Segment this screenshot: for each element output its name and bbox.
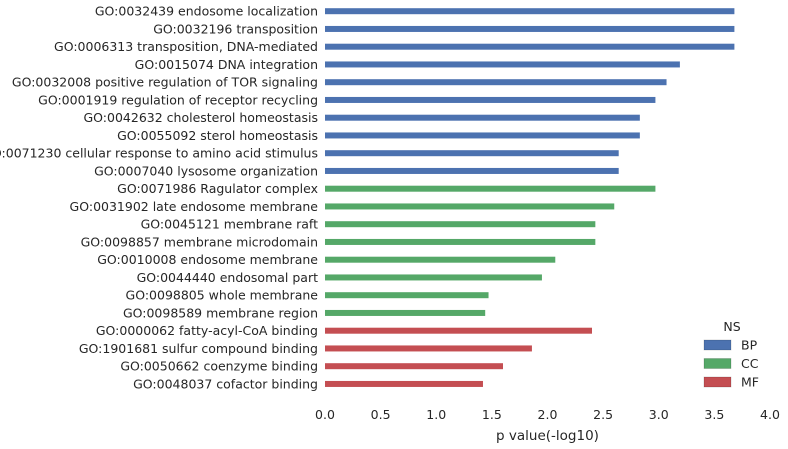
x-tick-label: 2.5 — [593, 407, 613, 422]
x-tick-label: 1.0 — [426, 407, 446, 422]
x-tick-label: 2.0 — [538, 407, 558, 422]
category-label: GO:0055092 sterol homeostasis — [117, 128, 318, 143]
bar-9 — [325, 167, 619, 174]
legend-label-bp: BP — [741, 338, 758, 353]
bar-11 — [325, 203, 615, 210]
bar-1 — [325, 25, 735, 32]
category-label: GO:0042632 cholesterol homeostasis — [84, 110, 319, 125]
x-axis-title: p value(-log10) — [496, 428, 599, 444]
legend-swatch-mf — [703, 376, 732, 388]
x-tick-label: 3.0 — [649, 407, 669, 422]
category-label: GO:0031902 late endosome membrane — [70, 199, 319, 214]
x-tick-label: 1.5 — [482, 407, 502, 422]
category-label: GO:0098857 membrane microdomain — [81, 234, 318, 249]
x-tick-label: 3.5 — [704, 407, 724, 422]
bar-17 — [325, 309, 486, 316]
category-label: GO:0045121 membrane raft — [141, 217, 319, 232]
category-label: GO:1901681 sulfur compound binding — [79, 341, 318, 356]
bar-15 — [325, 274, 542, 281]
bar-6 — [325, 114, 640, 121]
category-label: GO:0000062 fatty-acyl-CoA binding — [96, 323, 318, 338]
legend-swatch-cc — [703, 358, 732, 369]
legend-label-cc: CC — [741, 356, 759, 371]
legend-label-mf: MF — [741, 375, 759, 390]
x-axis-ticks: 0.0 0.5 1.0 1.5 2.0 2.5 3.0 3.5 4.0 — [315, 407, 780, 422]
bar-12 — [325, 221, 596, 228]
category-label: GO:0015074 DNA integration — [135, 57, 318, 72]
category-label: GO:0098805 whole membrane — [126, 288, 319, 303]
category-label: GO:0071986 Ragulator complex — [117, 181, 318, 196]
bar-0 — [325, 8, 735, 15]
category-label: GO:0032439 endosome localization — [95, 4, 318, 19]
category-label: GO:0010008 endosome membrane — [97, 252, 318, 267]
category-labels: GO:0032439 endosome localization GO:00321… — [0, 4, 318, 392]
x-tick-label: 4.0 — [760, 407, 780, 422]
x-tick-label: 0.5 — [371, 407, 391, 422]
bar-13 — [325, 238, 596, 245]
bar-3 — [325, 61, 680, 68]
bar-5 — [325, 96, 656, 103]
category-label: GO:0032196 transposition — [153, 21, 318, 36]
bar-8 — [325, 150, 619, 157]
bar-20 — [325, 363, 503, 370]
bar-19 — [325, 345, 532, 352]
bar-7 — [325, 132, 640, 139]
category-label: GO:0071230 cellular response to amino ac… — [0, 146, 318, 161]
legend-entries: BP CC MF — [703, 338, 759, 390]
bar-16 — [325, 292, 489, 299]
category-label: GO:0001919 regulation of receptor recycl… — [38, 92, 318, 107]
bar-21 — [325, 380, 483, 387]
bar-14 — [325, 256, 556, 263]
category-label: GO:0006313 transposition, DNA-mediated — [54, 39, 318, 54]
category-label: GO:0044440 endosomal part — [137, 270, 319, 285]
category-label: GO:0007040 lysosome organization — [94, 163, 318, 178]
category-label: GO:0050662 coenzyme binding — [120, 359, 318, 374]
legend-swatch-bp — [703, 339, 732, 351]
category-label: GO:0048037 cofactor binding — [133, 376, 318, 391]
bar-18 — [325, 327, 592, 334]
category-label: GO:0032008 positive regulation of TOR si… — [12, 75, 318, 90]
bar-2 — [325, 43, 735, 50]
x-tick-label: 0.0 — [315, 407, 335, 422]
legend-title: NS — [723, 319, 740, 334]
bar-4 — [325, 79, 667, 86]
legend: NS BP CC MF — [703, 319, 759, 390]
bar-10 — [325, 185, 656, 192]
bars-layer — [325, 8, 735, 387]
category-label: GO:0098589 membrane region — [123, 305, 318, 320]
